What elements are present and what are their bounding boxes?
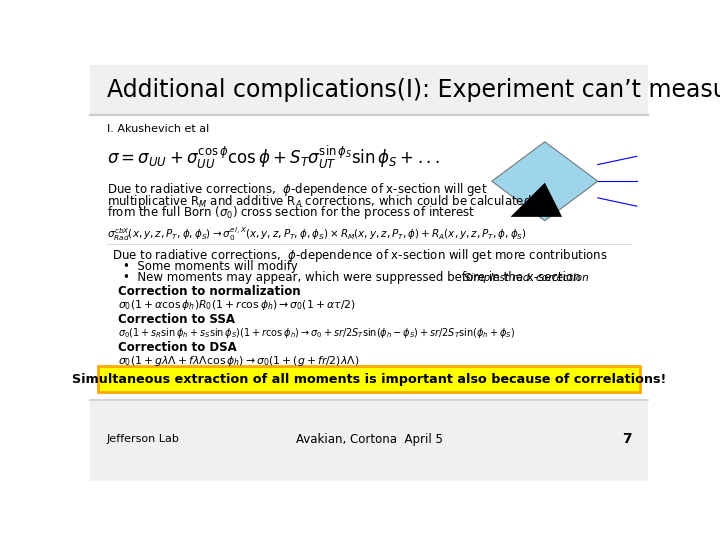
- Text: $\sigma_0(1 + g\lambda\Lambda + f\lambda\Lambda\cos\phi_h) \rightarrow \sigma_0(: $\sigma_0(1 + g\lambda\Lambda + f\lambda…: [118, 354, 359, 368]
- FancyBboxPatch shape: [99, 366, 639, 392]
- Text: from the full Born ($\sigma_0$) cross section for the process of interest: from the full Born ($\sigma_0$) cross se…: [107, 204, 475, 221]
- Text: Simultaneous extraction of all moments is important also because of correlations: Simultaneous extraction of all moments i…: [72, 373, 666, 386]
- Text: Additional complications(I): Experiment can’t measure just 1 SF: Additional complications(I): Experiment …: [107, 78, 720, 102]
- Text: Due to radiative corrections,  $\phi$-dependence of x-section will get more cont: Due to radiative corrections, $\phi$-dep…: [112, 247, 608, 264]
- Bar: [90, 400, 648, 481]
- Polygon shape: [492, 141, 598, 221]
- Text: Correction to DSA: Correction to DSA: [118, 341, 237, 354]
- Text: Correction to normalization: Correction to normalization: [118, 285, 300, 298]
- Text: $\sigma = \sigma_{UU} + \sigma_{UU}^{\cos\phi}\cos\phi + S_T\sigma_{UT}^{\sin\ph: $\sigma = \sigma_{UU} + \sigma_{UU}^{\co…: [107, 144, 439, 172]
- Text: Avakian, Cortona  April 5: Avakian, Cortona April 5: [296, 433, 442, 446]
- Text: $\sigma_{Rad}^{cbX}(x,y,z,P_T,\phi,\phi_S) \rightarrow \sigma_0^{el,X}(x,y,z,P_T: $\sigma_{Rad}^{cbX}(x,y,z,P_T,\phi,\phi_…: [107, 226, 527, 243]
- Text: $\sigma_0(1 + \alpha\cos\phi_h)R_0(1 + r\cos\phi_h) \rightarrow \sigma_0(1 + \al: $\sigma_0(1 + \alpha\cos\phi_h)R_0(1 + r…: [118, 298, 356, 312]
- Text: •  New moments may appear, which were suppressed before in the x-section: • New moments may appear, which were sup…: [124, 271, 581, 284]
- Polygon shape: [511, 183, 562, 217]
- Text: $\sigma_0(1 + s_R\sin\phi_h + s_S\sin\phi_S)(1 + r\cos\phi_h) \rightarrow \sigma: $\sigma_0(1 + s_R\sin\phi_h + s_S\sin\ph…: [118, 326, 516, 340]
- Text: I. Akushevich et al: I. Akushevich et al: [107, 124, 209, 134]
- Text: •  Some moments will modify: • Some moments will modify: [124, 260, 298, 273]
- Bar: [90, 65, 648, 114]
- Text: Simplest rad. correction: Simplest rad. correction: [464, 273, 589, 282]
- Text: Jefferson Lab: Jefferson Lab: [107, 434, 179, 444]
- Text: Correction to SSA: Correction to SSA: [118, 313, 235, 326]
- Text: 7: 7: [621, 432, 631, 446]
- Text: Due to radiative corrections,  $\phi$-dependence of x-section will get: Due to radiative corrections, $\phi$-dep…: [107, 181, 487, 198]
- Text: multiplicative R$_M$ and additive R$_A$ corrections, which could be calculated: multiplicative R$_M$ and additive R$_A$ …: [107, 193, 531, 210]
